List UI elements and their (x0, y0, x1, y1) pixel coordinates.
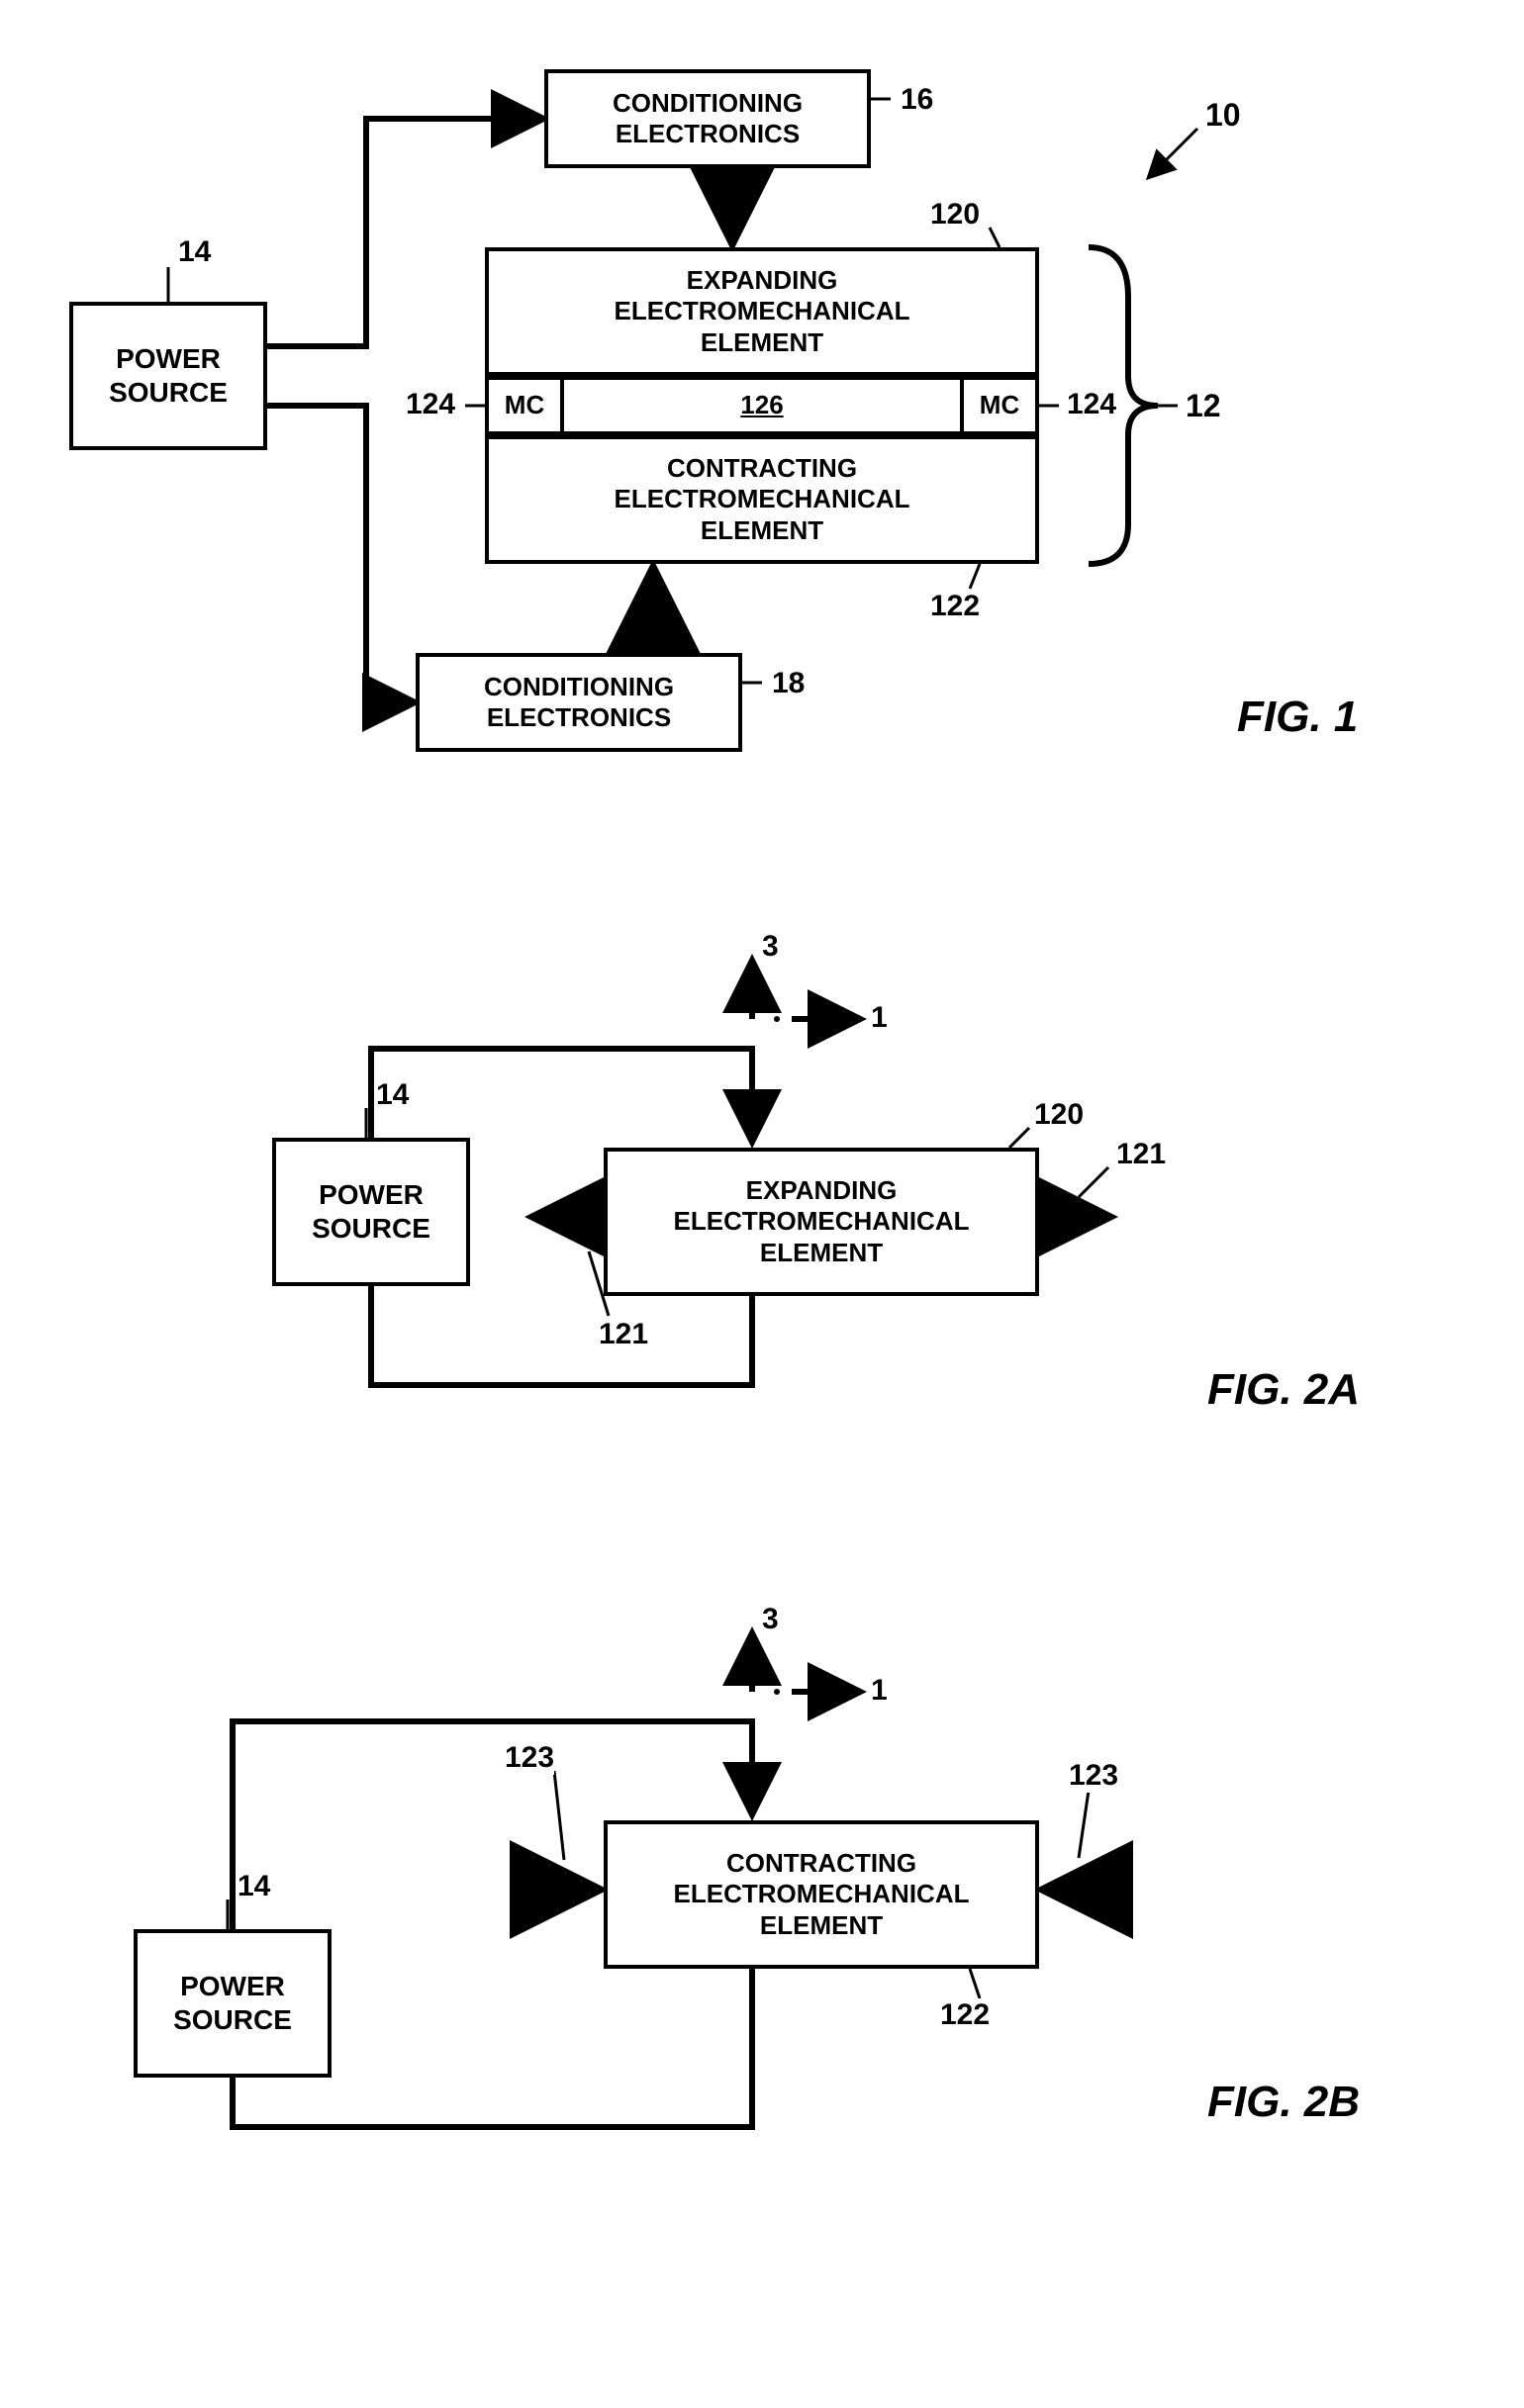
axis-1: 1 (871, 1674, 888, 1708)
fig2a-title: FIG. 2A (1207, 1365, 1360, 1415)
gap-box: 126 (564, 376, 960, 435)
power-text: POWERSOURCE (312, 1178, 430, 1245)
gap-text: 126 (740, 390, 783, 420)
cond-top-box: CONDITIONINGELECTRONICS (544, 69, 871, 168)
mc-left-text: MC (505, 390, 544, 420)
cond-top-text: CONDITIONINGELECTRONICS (613, 88, 803, 149)
ref-122: 122 (940, 1998, 990, 2032)
ref-121-left: 121 (599, 1318, 648, 1351)
power-source-box: POWERSOURCE (134, 1929, 332, 2078)
mc-right-text: MC (980, 390, 1019, 420)
axis-3: 3 (762, 930, 779, 964)
power-source-box: POWERSOURCE (69, 302, 267, 450)
ref-120: 120 (930, 198, 980, 232)
ref-120: 120 (1034, 1098, 1084, 1132)
ref-124-left: 124 (406, 388, 455, 421)
mc-left-box: MC (485, 376, 564, 435)
figure-2a: POWERSOURCE 14 EXPANDINGELECTROMECHANICA… (40, 930, 1484, 1484)
contract-box: CONTRACTINGELECTROMECHANICALELEMENT (485, 435, 1039, 564)
ref-14: 14 (376, 1078, 409, 1112)
power-text: POWERSOURCE (173, 1970, 292, 2036)
ref-10: 10 (1205, 97, 1241, 134)
contract-text: CONTRACTINGELECTROMECHANICALELEMENT (674, 1848, 970, 1941)
expand-text: EXPANDINGELECTROMECHANICALELEMENT (674, 1175, 970, 1268)
power-text: POWERSOURCE (109, 342, 228, 409)
ref-12: 12 (1186, 388, 1221, 424)
ref-16: 16 (901, 83, 933, 117)
cond-bot-box: CONDITIONINGELECTRONICS (416, 653, 742, 752)
ref-14: 14 (238, 1870, 270, 1903)
mc-right-box: MC (960, 376, 1039, 435)
ref-123-right: 123 (1069, 1759, 1118, 1793)
fig1-title: FIG. 1 (1237, 693, 1358, 742)
ref-124-right: 124 (1067, 388, 1116, 421)
ref-14: 14 (178, 235, 211, 269)
cond-bot-text: CONDITIONINGELECTRONICS (484, 672, 674, 733)
fig2b-title: FIG. 2B (1207, 2078, 1360, 2127)
ref-121-right: 121 (1116, 1138, 1166, 1171)
expand-box: EXPANDINGELECTROMECHANICALELEMENT (604, 1148, 1039, 1296)
ref-122: 122 (930, 590, 980, 623)
figure-1: POWERSOURCE 14 CONDITIONINGELECTRONICS 1… (40, 40, 1484, 811)
axis-3: 3 (762, 1603, 779, 1636)
expand-box: EXPANDINGELECTROMECHANICALELEMENT (485, 247, 1039, 376)
figure-2b: POWERSOURCE 14 CONTRACTINGELECTROMECHANI… (40, 1603, 1484, 2157)
power-source-box: POWERSOURCE (272, 1138, 470, 1286)
ref-18: 18 (772, 667, 805, 700)
contract-box: CONTRACTINGELECTROMECHANICALELEMENT (604, 1820, 1039, 1969)
expand-text: EXPANDINGELECTROMECHANICALELEMENT (615, 265, 910, 358)
contract-text: CONTRACTINGELECTROMECHANICALELEMENT (615, 453, 910, 546)
axis-1: 1 (871, 1001, 888, 1035)
ref-123-left: 123 (505, 1741, 554, 1775)
